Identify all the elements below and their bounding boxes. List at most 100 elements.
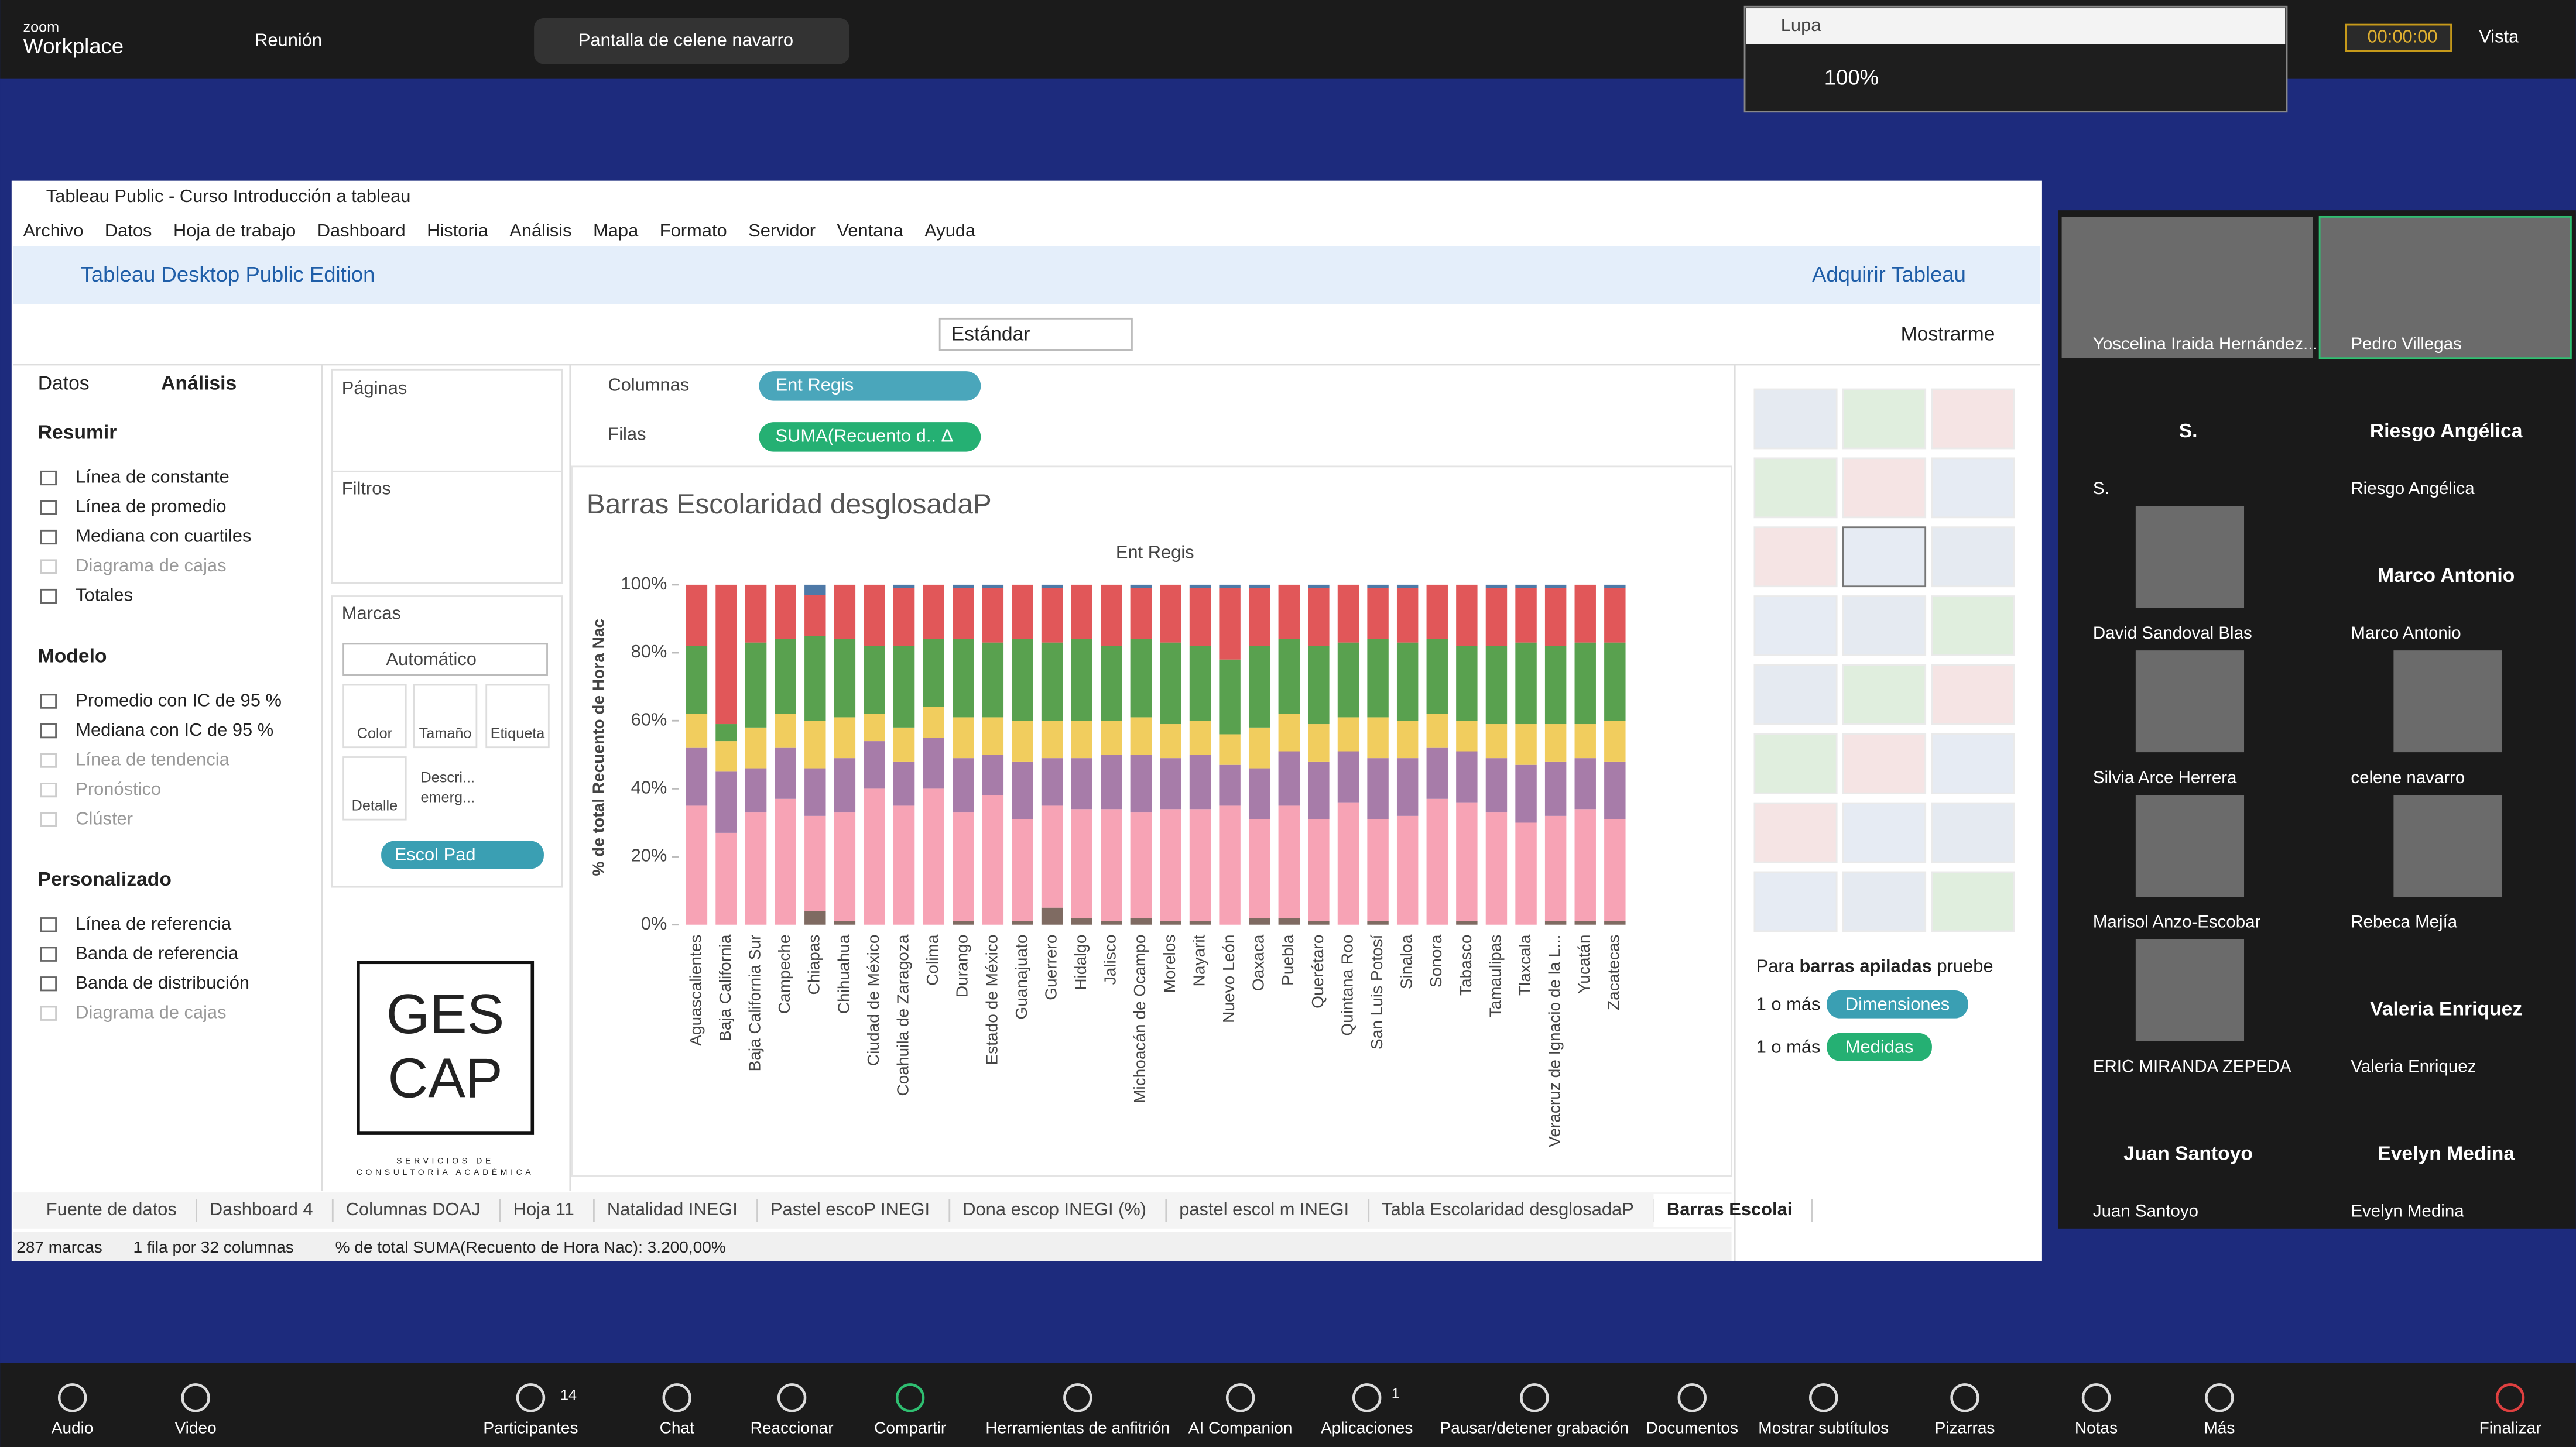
pane-tab[interactable]: Datos [38,372,90,394]
menu-item[interactable]: Formato [660,220,727,241]
control-icon[interactable] [1225,1383,1255,1412]
bar-segment [893,727,915,762]
mark-button[interactable] [342,684,407,749]
chart-type[interactable] [1753,871,1838,932]
chart-type[interactable] [1931,388,2015,450]
menu-item[interactable]: Servidor [748,220,816,241]
control-icon[interactable] [1520,1383,1549,1412]
analytics-item[interactable]: Totales [76,585,133,605]
bar-segment [1248,646,1270,728]
sheet-tab[interactable]: Natalidad INEGI [607,1199,738,1219]
chart-type[interactable] [1931,457,2015,519]
fit-dropdown[interactable] [938,317,1133,351]
control-icon[interactable] [1063,1383,1092,1412]
analytics-item[interactable]: Mediana con IC de 95 % [76,719,273,740]
window-title: Tableau Public - Curso Introducción a ta… [46,186,411,206]
analytics-item[interactable]: Banda de referencia [76,942,239,963]
chart-type[interactable] [1931,733,2015,794]
menu-item[interactable]: Archivo [23,220,83,241]
control-icon[interactable] [1352,1383,1382,1412]
control-icon[interactable] [662,1383,691,1412]
sheet-tab[interactable]: Tabla Escolaridad desglosadaP [1382,1199,1634,1219]
control-icon[interactable] [57,1383,87,1412]
meeting[interactable]: Reunión [255,29,322,50]
tooltip-button[interactable]: Descri... [420,770,475,786]
menu-item[interactable]: Ventana [837,220,904,241]
chart-type[interactable] [1753,664,1838,725]
timer-box[interactable] [2345,23,2452,52]
bar-segment [1160,809,1181,921]
menu-item[interactable]: Hoja de trabajo [173,220,296,241]
control-icon[interactable] [1677,1383,1707,1412]
chart-type[interactable] [1842,871,1927,932]
analytics-item[interactable]: Línea de promedio [76,496,226,516]
control-icon[interactable] [516,1383,546,1412]
brand: zoom [23,19,59,35]
sheet-tab[interactable]: Dashboard 4 [210,1199,313,1219]
menu-item[interactable]: Ayuda [924,220,976,241]
chart-type[interactable] [1753,733,1838,794]
analytics-item[interactable]: Mediana con cuartiles [76,526,251,546]
menu-item[interactable]: Mapa [593,220,639,241]
chart-type[interactable] [1931,871,2015,932]
control-icon[interactable] [2495,1383,2525,1412]
chart-type[interactable] [1931,664,2015,725]
sheet-tab[interactable]: Dona escop INEGI (%) [962,1199,1146,1219]
mark-button[interactable] [413,684,478,749]
sheet-tab[interactable]: pastel escol m INEGI [1179,1199,1349,1219]
x-tick-label: Querétaro [1308,935,1327,1009]
control-icon[interactable] [777,1383,807,1412]
analytics-item[interactable]: Banda de distribución [76,972,249,993]
chart-type[interactable] [1842,802,1927,863]
mark-button[interactable] [342,756,407,821]
analytics-item[interactable]: Línea de referencia [76,913,232,934]
chart-type[interactable] [1753,802,1838,863]
mark-button[interactable] [485,684,550,749]
bar-segment [1041,907,1063,925]
share-pill[interactable] [534,18,849,64]
sheet-tab[interactable]: Fuente de datos [46,1199,177,1219]
bar-segment [1130,918,1152,925]
sheet-tab[interactable]: Hoja 11 [513,1199,574,1219]
chart-type[interactable] [1842,457,1927,519]
columns-pill[interactable] [759,371,981,401]
control-icon[interactable] [895,1383,925,1412]
control-icon[interactable] [1950,1383,1979,1412]
buy-link[interactable]: Adquirir Tableau [1812,262,1966,286]
menu-item[interactable]: Datos [105,220,152,241]
chart-type[interactable] [1753,388,1838,450]
show-me-button[interactable]: Mostrarme [1901,323,1995,345]
participant-name: Evelyn Medina [2351,1202,2464,1221]
mark-type-dropdown[interactable] [342,643,548,676]
view[interactable]: Vista [2479,26,2519,47]
chart-type[interactable] [1931,595,2015,656]
avatar-name: S. [2179,420,2198,442]
chart-type[interactable] [1753,595,1838,656]
menu-item[interactable]: Análisis [509,220,571,241]
chart-type[interactable] [1931,802,2015,863]
chart-type[interactable] [1753,457,1838,519]
sheet-tab[interactable]: Barras Escolai [1667,1199,1792,1219]
chart-type[interactable] [1842,595,1927,656]
menu-item[interactable]: Historia [427,220,488,241]
control-icon[interactable] [2205,1383,2234,1412]
control-icon[interactable] [181,1383,210,1412]
pane-tab[interactable]: Análisis [161,372,237,394]
control-icon[interactable] [2081,1383,2111,1412]
menu-item[interactable]: Dashboard [317,220,406,241]
chart-type[interactable] [1842,733,1927,794]
color-pill[interactable] [381,841,544,869]
chart-type[interactable] [1842,664,1927,725]
chart-type[interactable] [1931,526,2015,588]
chart-type[interactable] [1753,526,1838,588]
bar-segment [1308,761,1330,819]
y-tick-label: 20% [631,845,667,866]
sheet-tab[interactable]: Pastel escoP INEGI [770,1199,930,1219]
rows-pill[interactable] [759,422,981,452]
chart-type[interactable] [1842,526,1927,588]
control-icon[interactable] [1809,1383,1838,1412]
analytics-item[interactable]: Promedio con IC de 95 % [76,690,282,710]
sheet-tab[interactable]: Columnas DOAJ [346,1199,481,1219]
chart-type[interactable] [1842,388,1927,450]
analytics-item[interactable]: Línea de constante [76,467,229,487]
